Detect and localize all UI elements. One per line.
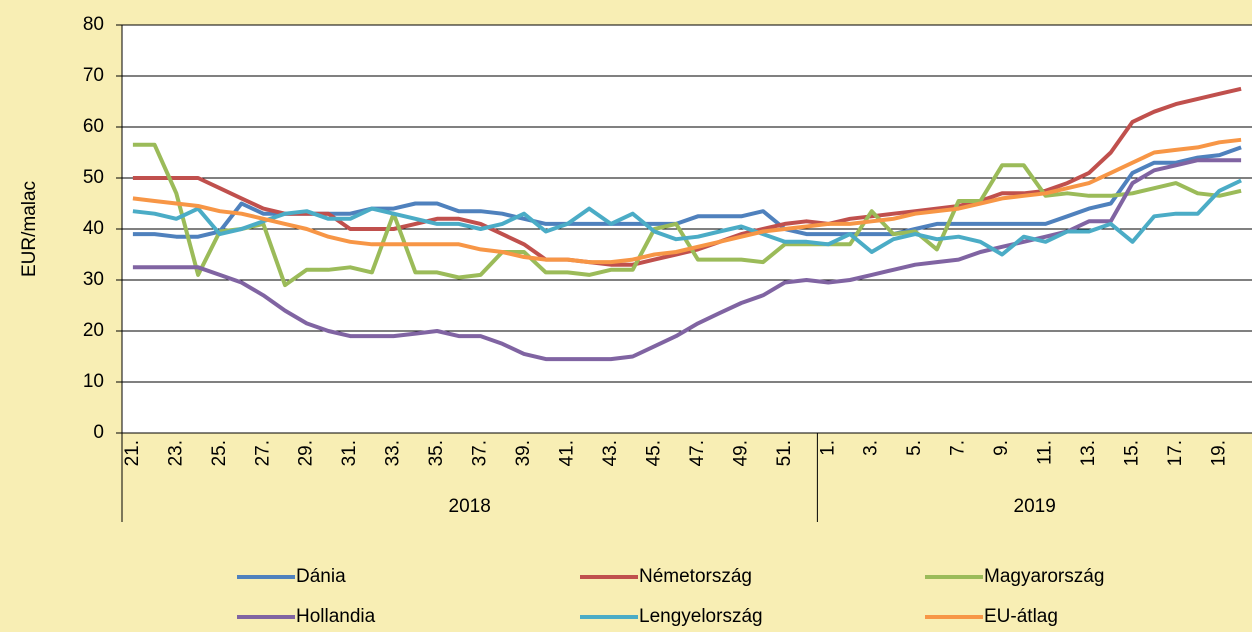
y-tick-label: 0 (93, 422, 104, 443)
x-tick-label: 3. (861, 440, 882, 456)
y-tick-label: 60 (83, 116, 104, 137)
legend-label: Magyarország (984, 566, 1104, 587)
legend-label: Dánia (296, 566, 346, 587)
y-tick-label: 50 (83, 167, 104, 188)
series-line (132, 137, 1242, 265)
y-tick-label: 10 (83, 371, 104, 392)
y-tick-label: 80 (83, 14, 104, 35)
x-tick-label: 43. (600, 440, 621, 466)
x-tick-label: 27. (252, 440, 273, 466)
x-tick-label: 15. (1121, 440, 1142, 466)
x-tick-label: 25. (209, 440, 230, 466)
x-tick-label: 45. (643, 440, 664, 466)
y-tick-label: 40 (83, 218, 104, 239)
legend-label: Németország (639, 566, 752, 587)
y-tick-label: 70 (83, 65, 104, 86)
x-tick-label: 11. (1035, 440, 1056, 465)
x-tick-label: 35. (426, 440, 447, 466)
x-tick-label: 47. (687, 440, 708, 466)
x-tick-label: 17. (1165, 440, 1186, 466)
y-axis-label: EUR/malac (19, 181, 40, 277)
group-label: 2019 (1014, 496, 1056, 517)
x-tick-label: 49. (730, 440, 751, 466)
series-line (132, 142, 1242, 288)
x-tick-label: 5. (904, 440, 925, 456)
x-tick-label: 33. (383, 440, 404, 466)
x-tick-label: 51. (774, 440, 795, 466)
series-line (132, 178, 1242, 257)
x-tick-label: 9. (991, 440, 1012, 456)
y-tick-label: 20 (83, 320, 104, 341)
x-tick-label: 7. (948, 440, 969, 456)
x-tick-label: 19. (1208, 440, 1229, 466)
series-line (132, 158, 1242, 362)
x-tick-label: 31. (339, 440, 360, 466)
group-label: 2018 (449, 496, 491, 517)
legend-label: Hollandia (296, 606, 376, 627)
legend-label: EU-átlag (984, 606, 1058, 627)
legend-label: Lengyelország (639, 606, 763, 627)
x-tick-label: 37. (470, 440, 491, 466)
y-tick-label: 30 (83, 269, 104, 290)
x-tick-label: 1. (817, 440, 838, 456)
x-tick-label: 41. (556, 440, 577, 466)
x-tick-label: 29. (296, 440, 317, 466)
x-tick-label: 23. (165, 440, 186, 466)
x-tick-label: 13. (1078, 440, 1099, 466)
x-tick-label: 39. (513, 440, 534, 466)
x-tick-label: 21. (122, 440, 143, 466)
